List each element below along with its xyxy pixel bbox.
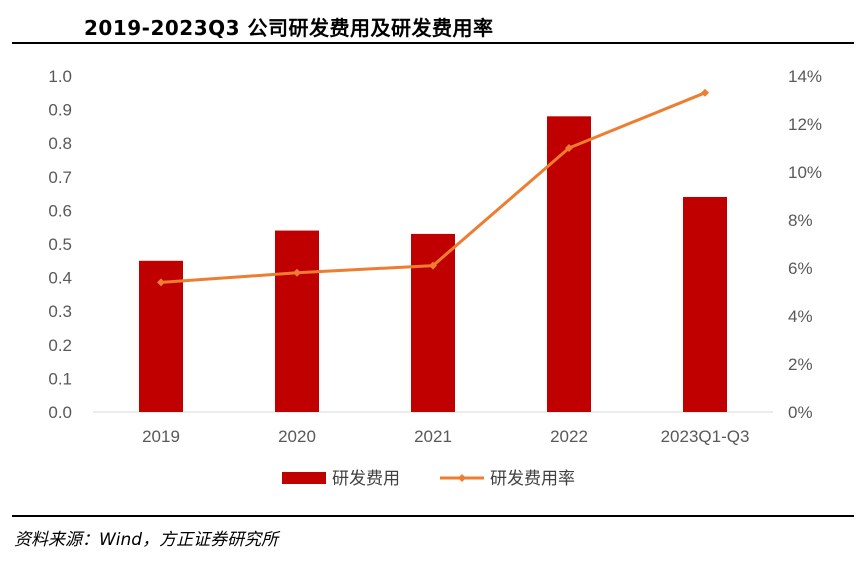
right-axis-tick-label: 14% xyxy=(788,67,822,86)
left-axis-tick-label: 0.4 xyxy=(48,269,72,288)
left-axis-tick-label: 0.0 xyxy=(48,403,72,422)
legend-line-label: 研发费用率 xyxy=(490,469,575,489)
left-axis-tick-label: 0.6 xyxy=(48,201,72,220)
right-axis-tick-label: 12% xyxy=(788,115,822,134)
x-axis-tick-label: 2021 xyxy=(414,427,452,446)
bar-2023Q1-Q3 xyxy=(683,196,727,412)
left-axis-tick-label: 0.3 xyxy=(48,302,72,321)
bar-2020 xyxy=(275,230,319,412)
source-divider xyxy=(12,515,854,517)
title-divider xyxy=(12,42,854,44)
right-axis-tick-label: 2% xyxy=(788,355,813,374)
legend-bar-label: 研发费用 xyxy=(332,469,400,489)
legend-bar-swatch xyxy=(282,472,326,484)
x-axis-tick-label: 2023Q1-Q3 xyxy=(661,427,750,446)
bar-2022 xyxy=(547,116,591,412)
left-axis-tick-label: 0.2 xyxy=(48,336,72,355)
left-axis-tick-label: 0.9 xyxy=(48,101,72,120)
left-axis-tick-label: 0.5 xyxy=(48,235,72,254)
right-axis-tick-label: 8% xyxy=(788,211,813,230)
x-axis-tick-label: 2019 xyxy=(142,427,180,446)
left-axis-tick-label: 0.8 xyxy=(48,134,72,153)
rate-point-2021 xyxy=(429,261,437,270)
right-axis-tick-label: 6% xyxy=(788,259,813,278)
source-note: 资料来源：Wind，方正证券研究所 xyxy=(14,530,279,550)
right-axis-tick-label: 4% xyxy=(788,307,813,326)
left-axis-tick-label: 0.7 xyxy=(48,168,72,187)
chart-title: 2019-2023Q3 公司研发费用及研发费用率 xyxy=(84,16,494,40)
left-axis-tick-label: 0.1 xyxy=(48,369,72,388)
rate-point-2019 xyxy=(157,278,165,287)
right-axis-tick-label: 10% xyxy=(788,163,822,182)
left-axis-tick-label: 1.0 xyxy=(48,67,72,86)
rate-point-2022 xyxy=(565,144,573,152)
legend-line-marker xyxy=(458,474,466,482)
rate-point-2020 xyxy=(293,268,301,277)
x-axis-tick-label: 2022 xyxy=(550,427,588,446)
rate-point-2023Q1-Q3 xyxy=(701,88,709,97)
bar-2021 xyxy=(411,233,455,412)
right-axis-tick-label: 0% xyxy=(788,403,813,422)
x-axis-tick-label: 2020 xyxy=(278,427,316,446)
